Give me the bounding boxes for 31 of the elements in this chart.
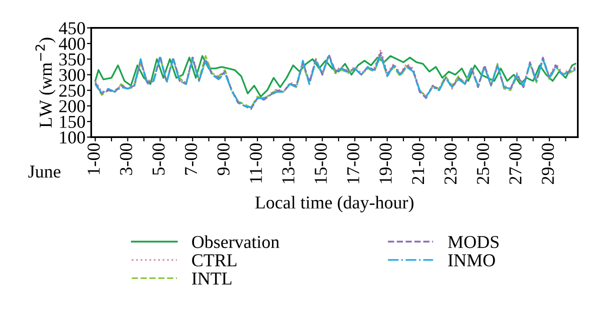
x-tick-label: 1-00 xyxy=(88,143,100,174)
x-tick-label: 23-00 xyxy=(444,143,457,184)
x-tick-label: 3-00 xyxy=(120,143,132,175)
x-axis-title: Local time (day-hour) xyxy=(255,196,414,212)
x-tick-label: 13-00 xyxy=(282,143,294,184)
x-tick-label: 7-00 xyxy=(184,143,198,175)
y-tick-label: 400 xyxy=(58,38,85,50)
legend-label: INTL xyxy=(192,272,232,285)
legend-label: CTRL xyxy=(192,254,236,266)
x-tick-label: 11-00 xyxy=(250,143,262,183)
legend-label: Observation xyxy=(192,235,280,248)
y-tick-label: 200 xyxy=(59,100,85,112)
x-tick-label: 25-00 xyxy=(476,143,490,184)
x-tick-label: 27-00 xyxy=(509,143,522,184)
x-tick-label: 15-00 xyxy=(314,143,327,184)
legend-label: INMO xyxy=(448,254,495,266)
x-tick-label: 29-00 xyxy=(542,143,554,184)
legend-label: MODS xyxy=(448,236,499,248)
y-tick-label: 150 xyxy=(60,116,85,128)
y-tick-label: 450 xyxy=(58,22,85,34)
x-tick-label: 19-00 xyxy=(380,143,392,184)
x-tick-label: 9-00 xyxy=(217,143,230,176)
y-axis-title: LW (wm$^{−2}$) xyxy=(35,38,56,128)
text: June xyxy=(28,166,60,178)
x-tick-label: 5-00 xyxy=(152,143,165,175)
x-tick-label: 21-00 xyxy=(412,143,424,184)
y-tick-label: 350 xyxy=(59,53,85,66)
x-tick-label: 17-00 xyxy=(347,143,360,184)
y-tick-label: 250 xyxy=(59,84,85,97)
y-tick-label: 300 xyxy=(59,68,85,82)
y-tick-label: 100 xyxy=(60,131,85,144)
